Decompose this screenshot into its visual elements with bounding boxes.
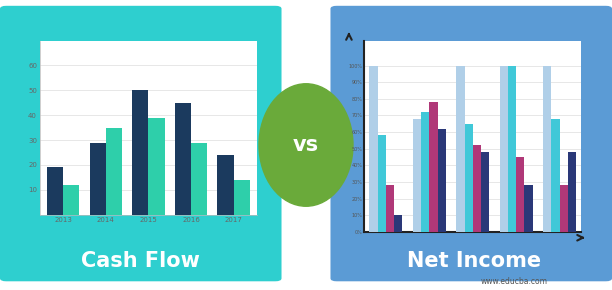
Bar [438,129,446,232]
Bar [234,180,250,215]
Text: Net Income: Net Income [407,251,542,271]
Bar [465,124,472,232]
Bar [481,152,489,232]
Bar [148,118,165,215]
Bar [413,119,421,232]
Bar [559,185,568,232]
Bar [191,142,207,215]
Bar [421,112,430,232]
Bar [89,142,106,215]
Bar [543,66,551,232]
Bar [472,146,481,232]
Bar [568,152,576,232]
Bar [106,128,122,215]
Bar [63,185,80,215]
Bar [517,157,524,232]
Bar [551,119,559,232]
Bar [500,66,508,232]
Bar [508,66,517,232]
Circle shape [259,84,353,206]
Bar [430,102,438,232]
Text: www.educba.com: www.educba.com [480,277,548,286]
Bar [378,135,386,232]
Bar [386,185,394,232]
Bar [457,66,465,232]
Bar [394,215,402,232]
Bar [175,103,191,215]
Bar [524,185,532,232]
Bar [47,167,63,215]
Bar [132,90,148,215]
Text: vs: vs [293,135,319,155]
Bar [217,155,234,215]
Bar [370,66,378,232]
Text: Cash Flow: Cash Flow [81,251,200,271]
